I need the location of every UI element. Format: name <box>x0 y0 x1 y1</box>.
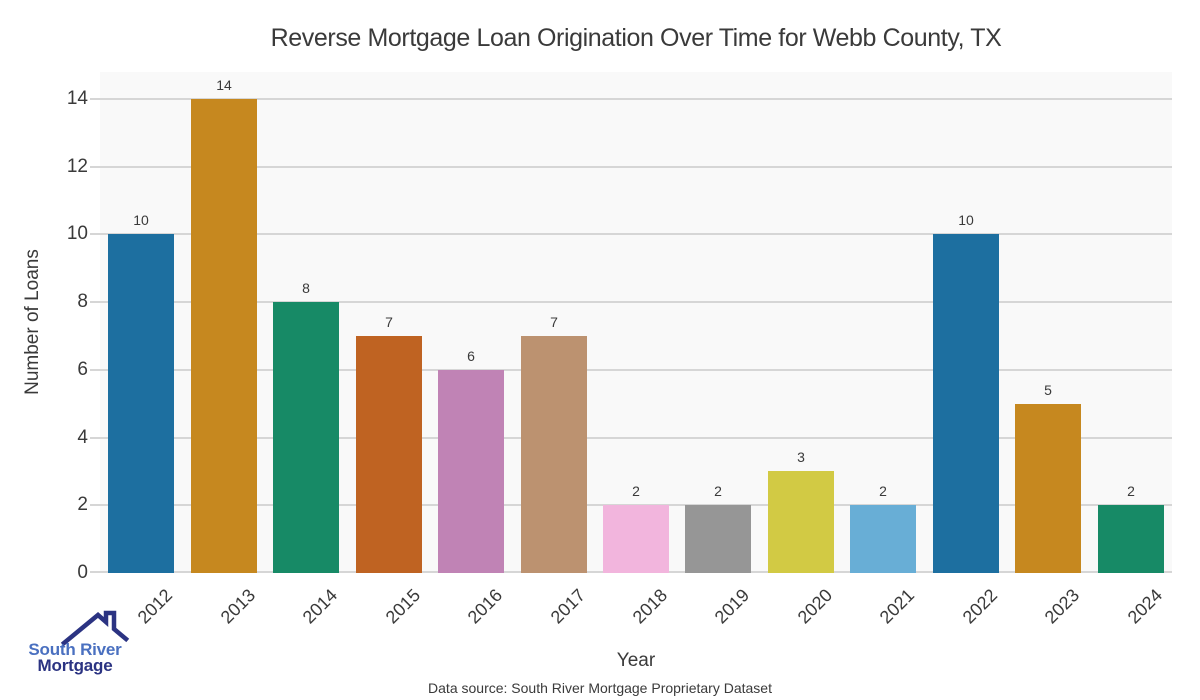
bar-value-label-2019: 2 <box>714 483 722 499</box>
south-river-mortgage-logo: South River Mortgage <box>12 608 152 688</box>
y-tick-label-0: 0 <box>77 562 88 583</box>
x-axis-title: Year <box>616 650 656 671</box>
bar-2020 <box>768 471 834 573</box>
y-tick-label-8: 8 <box>77 291 88 312</box>
y-tick-label-4: 4 <box>77 427 88 448</box>
house-roof-icon <box>60 610 130 646</box>
x-tick-label-2015: 2015 <box>381 585 425 628</box>
gridline-y-4 <box>90 437 1172 439</box>
bar-2019 <box>685 505 751 573</box>
y-tick-label-2: 2 <box>77 494 88 515</box>
bar-value-label-2014: 8 <box>302 280 310 296</box>
bar-value-label-2022: 10 <box>958 212 974 228</box>
x-tick-label-2016: 2016 <box>463 585 507 628</box>
bar-value-label-2013: 14 <box>216 77 232 93</box>
logo-text-line2: Mortgage <box>37 656 113 675</box>
y-tick-label-14: 14 <box>66 88 88 109</box>
bar-2021 <box>850 505 916 573</box>
bar-value-label-2024: 2 <box>1127 483 1135 499</box>
x-tick-label-2024: 2024 <box>1123 585 1167 628</box>
bar-2014 <box>273 302 339 573</box>
data-source-note: Data source: South River Mortgage Propri… <box>428 680 772 696</box>
bar-value-label-2017: 7 <box>550 314 558 330</box>
bar-2012 <box>108 234 174 573</box>
bar-2022 <box>933 234 999 573</box>
bar-2023 <box>1015 404 1081 573</box>
x-tick-label-2017: 2017 <box>546 585 590 628</box>
bar-2013 <box>191 99 257 573</box>
y-axis-title: Number of Loans <box>22 249 43 395</box>
bar-value-label-2020: 3 <box>797 449 805 465</box>
y-tick-label-10: 10 <box>66 223 88 244</box>
x-tick-label-2013: 2013 <box>216 585 260 628</box>
x-tick-label-2019: 2019 <box>710 585 754 628</box>
bar-value-label-2015: 7 <box>385 314 393 330</box>
x-tick-label-2020: 2020 <box>793 585 837 628</box>
gridline-y-8 <box>90 301 1172 303</box>
bar-value-label-2023: 5 <box>1044 382 1052 398</box>
x-tick-label-2023: 2023 <box>1040 585 1084 628</box>
bar-2015 <box>356 336 422 573</box>
y-tick-label-12: 12 <box>66 156 88 177</box>
bar-value-label-2018: 2 <box>632 483 640 499</box>
y-tick-label-6: 6 <box>77 359 88 380</box>
bar-2017 <box>521 336 587 573</box>
gridline-y-6 <box>90 369 1172 371</box>
x-tick-label-2022: 2022 <box>958 585 1002 628</box>
chart-title: Reverse Mortgage Loan Origination Over T… <box>270 24 1002 52</box>
x-tick-label-2018: 2018 <box>628 585 672 628</box>
bar-value-label-2016: 6 <box>467 348 475 364</box>
gridline-y-14 <box>90 98 1172 100</box>
bar-value-label-2021: 2 <box>879 483 887 499</box>
bar-2016 <box>438 370 504 573</box>
x-tick-label-2014: 2014 <box>298 585 342 628</box>
bar-2024 <box>1098 505 1164 573</box>
x-tick-label-2021: 2021 <box>875 585 919 628</box>
logo-text-line1: South River <box>28 640 122 659</box>
gridline-y-12 <box>90 166 1172 168</box>
plot-area <box>90 72 1172 573</box>
bar-value-label-2012: 10 <box>133 212 149 228</box>
gridline-y-10 <box>90 233 1172 235</box>
bar-2018 <box>603 505 669 573</box>
